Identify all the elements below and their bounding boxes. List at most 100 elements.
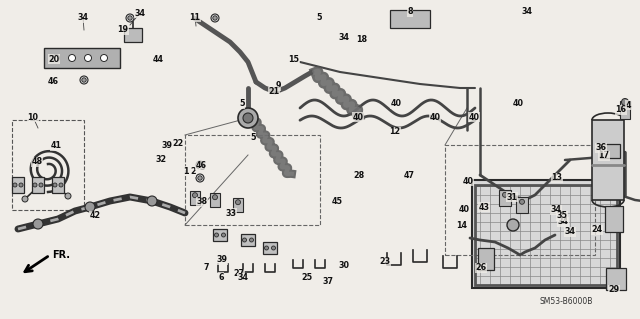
Text: 40: 40 — [353, 113, 364, 122]
Circle shape — [621, 99, 628, 106]
Bar — [233, 198, 243, 212]
Text: 31: 31 — [506, 192, 518, 202]
Bar — [516, 197, 528, 213]
Text: 40: 40 — [468, 113, 479, 122]
Circle shape — [214, 233, 218, 237]
Bar — [592, 120, 624, 200]
Text: 8: 8 — [407, 8, 413, 17]
Bar — [478, 248, 494, 270]
Bar — [210, 193, 220, 207]
Text: 24: 24 — [591, 226, 603, 234]
Text: 36: 36 — [595, 144, 607, 152]
Text: 21: 21 — [268, 87, 280, 97]
Text: 37: 37 — [323, 278, 333, 286]
Text: 40: 40 — [390, 100, 401, 108]
Text: 40: 40 — [429, 113, 440, 122]
Circle shape — [196, 161, 204, 169]
Text: 39: 39 — [161, 140, 173, 150]
Text: 20: 20 — [49, 55, 60, 63]
Text: 34: 34 — [564, 227, 575, 236]
Bar — [600, 144, 620, 158]
Circle shape — [100, 55, 108, 62]
Bar — [390, 10, 430, 28]
Circle shape — [39, 183, 43, 187]
Bar — [445, 145, 595, 255]
Text: 43: 43 — [479, 203, 490, 211]
Circle shape — [13, 183, 17, 187]
Bar — [44, 48, 120, 68]
Text: 19: 19 — [118, 26, 129, 34]
Text: 1: 1 — [183, 167, 189, 175]
Circle shape — [128, 16, 132, 20]
Text: 18: 18 — [356, 35, 367, 44]
Text: 33: 33 — [225, 209, 237, 218]
Text: 40: 40 — [463, 176, 474, 186]
Circle shape — [198, 163, 202, 167]
Circle shape — [212, 16, 217, 20]
Text: 30: 30 — [339, 261, 349, 270]
Circle shape — [59, 183, 63, 187]
Text: FR.: FR. — [52, 250, 70, 260]
Bar — [190, 191, 200, 205]
Text: 2: 2 — [190, 167, 196, 176]
Circle shape — [243, 238, 246, 242]
Text: 48: 48 — [31, 158, 43, 167]
Text: 5: 5 — [250, 132, 256, 142]
Circle shape — [80, 76, 88, 84]
Text: 40: 40 — [458, 205, 470, 214]
Text: 26: 26 — [476, 263, 486, 272]
Bar — [606, 268, 626, 290]
Text: 38: 38 — [196, 197, 207, 206]
Text: 27: 27 — [234, 270, 244, 278]
Circle shape — [196, 174, 204, 182]
Circle shape — [623, 104, 627, 109]
Bar — [475, 185, 617, 285]
Text: 34: 34 — [237, 273, 248, 283]
Circle shape — [198, 176, 202, 180]
Text: 41: 41 — [51, 142, 61, 151]
Text: 34: 34 — [557, 218, 568, 226]
Text: 34: 34 — [134, 9, 145, 18]
Text: 22: 22 — [172, 138, 184, 147]
Text: 4: 4 — [625, 100, 631, 109]
Bar — [605, 206, 623, 232]
Text: 5: 5 — [239, 100, 244, 108]
Circle shape — [264, 246, 269, 250]
Text: 11: 11 — [189, 12, 200, 21]
Text: 5: 5 — [316, 13, 322, 23]
Circle shape — [520, 199, 525, 204]
Text: 32: 32 — [156, 154, 166, 164]
Text: 34: 34 — [522, 8, 532, 17]
Text: 25: 25 — [301, 273, 312, 283]
Circle shape — [502, 192, 508, 197]
Bar — [620, 101, 630, 119]
Text: 44: 44 — [152, 55, 163, 63]
Bar — [263, 242, 277, 254]
Text: 12: 12 — [389, 128, 401, 137]
Circle shape — [212, 195, 218, 200]
Circle shape — [238, 108, 258, 128]
Circle shape — [211, 14, 219, 22]
Text: 15: 15 — [289, 56, 300, 64]
Circle shape — [243, 113, 253, 123]
Text: 3: 3 — [199, 164, 205, 173]
Text: 29: 29 — [609, 286, 620, 294]
Circle shape — [236, 200, 241, 205]
Text: 42: 42 — [90, 211, 100, 220]
Text: 40: 40 — [513, 100, 524, 108]
Text: 46: 46 — [195, 160, 207, 169]
Circle shape — [33, 183, 37, 187]
Text: 47: 47 — [403, 172, 415, 181]
Circle shape — [250, 238, 253, 242]
Bar — [32, 177, 44, 193]
Circle shape — [53, 183, 57, 187]
Bar — [213, 229, 227, 241]
Text: 6: 6 — [218, 272, 224, 281]
Text: 34: 34 — [77, 13, 88, 23]
Text: 16: 16 — [616, 106, 627, 115]
Circle shape — [68, 55, 76, 62]
Text: 23: 23 — [380, 257, 390, 266]
Circle shape — [52, 55, 60, 62]
Circle shape — [65, 193, 71, 199]
Circle shape — [22, 196, 28, 202]
